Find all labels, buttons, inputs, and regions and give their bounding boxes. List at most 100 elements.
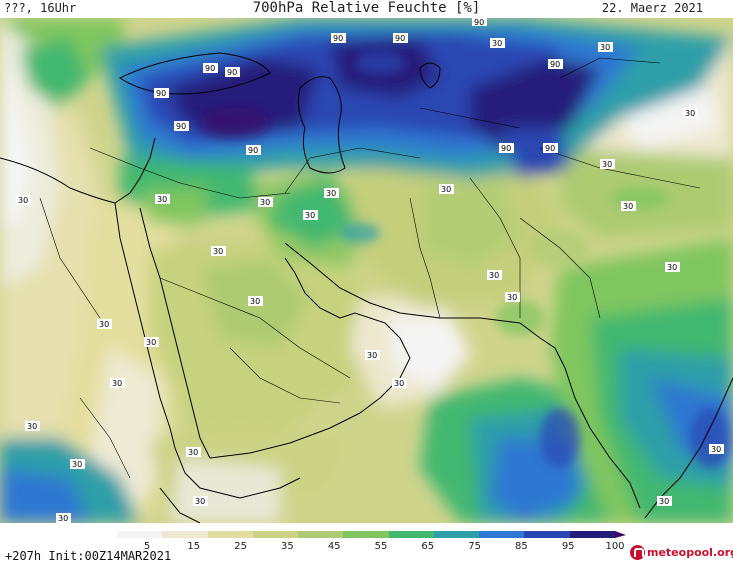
- contour-label: 90: [174, 121, 189, 131]
- contour-label: 30: [186, 447, 201, 457]
- contour-label: 30: [487, 270, 502, 280]
- legend-footer: 5 15 25 35 45 55 65 75 85 95 100 +207h Init:00Z14M…: [0, 523, 733, 566]
- contour-labels-90: 90 90 90 90 90 90 90 90 90 90 90: [154, 18, 563, 155]
- valid-date-label: 22. Maerz 2021: [601, 1, 703, 15]
- svg-text:30: 30: [213, 247, 223, 256]
- svg-text:30: 30: [188, 448, 198, 457]
- colorbar-segment: [117, 531, 163, 538]
- svg-text:30: 30: [157, 195, 167, 204]
- contour-label: 30: [683, 108, 698, 118]
- colorbar-tick-label: 85: [515, 541, 528, 552]
- contour-label: 90: [246, 145, 261, 155]
- colorbar-ticks: 5 15 25 35 45 55 65 75 85 95 100: [117, 541, 625, 553]
- colorbar-segment: [207, 531, 253, 538]
- colorbar-segment: [252, 531, 299, 538]
- contour-label: 30: [709, 444, 724, 454]
- svg-text:30: 30: [260, 198, 270, 207]
- contour-label: 90: [154, 88, 169, 98]
- colorbar-segment: [298, 531, 344, 538]
- colorbar-tick-label: 35: [281, 541, 294, 552]
- contour-label: 30: [490, 38, 505, 48]
- contour-label: 30: [211, 246, 226, 256]
- colorbar-tick-label: 95: [561, 541, 575, 552]
- contour-label: 30: [657, 496, 672, 506]
- svg-text:90: 90: [156, 89, 166, 98]
- svg-text:90: 90: [176, 122, 186, 131]
- colorbar-segment: [343, 531, 389, 538]
- colorbar-tick-label: 100: [605, 541, 625, 552]
- country-borders: [39, 57, 701, 479]
- svg-text:30: 30: [600, 43, 610, 52]
- svg-text:90: 90: [395, 34, 405, 43]
- contour-label: 30: [97, 319, 112, 329]
- contour-label: 30: [25, 421, 40, 431]
- colorbar-segment: [388, 531, 434, 538]
- svg-text:90: 90: [474, 18, 484, 27]
- colorbar-tick-label: 25: [234, 541, 247, 552]
- contour-label: 90: [225, 67, 240, 77]
- contour-label: 30: [598, 42, 613, 52]
- svg-text:30: 30: [146, 338, 156, 347]
- svg-text:30: 30: [18, 196, 28, 205]
- colorbar-tick-label: 5: [143, 541, 151, 552]
- svg-text:30: 30: [394, 379, 404, 388]
- svg-text:30: 30: [492, 39, 502, 48]
- contour-label: 30: [193, 496, 208, 506]
- svg-text:30: 30: [685, 109, 695, 118]
- svg-text:30: 30: [250, 297, 260, 306]
- svg-text:30: 30: [305, 211, 315, 220]
- svg-text:30: 30: [507, 293, 517, 302]
- colorbar-tick-label: 55: [374, 541, 388, 552]
- meteopool-logo-text: meteopool.org: [647, 546, 733, 559]
- contour-label: 30: [392, 378, 407, 388]
- colorbar-tick-label: 65: [421, 541, 435, 552]
- meteopool-logo-icon: [630, 545, 645, 560]
- humidity-map: 90 90 90 90 90 90 90 90 90 90 90 30 30 3…: [0, 18, 733, 523]
- contour-label: 30: [248, 296, 263, 306]
- svg-text:90: 90: [550, 60, 560, 69]
- svg-text:30: 30: [667, 263, 677, 272]
- svg-text:30: 30: [326, 189, 336, 198]
- map-canvas: 90 90 90 90 90 90 90 90 90 90 90 30 30 3…: [0, 18, 733, 523]
- svg-text:30: 30: [99, 320, 109, 329]
- contour-label: 30: [155, 194, 170, 204]
- contour-label: 30: [324, 188, 339, 198]
- chart-title: 700hPa Relative Feuchte [%]: [252, 0, 481, 16]
- svg-text:30: 30: [711, 445, 721, 454]
- contour-label: 90: [393, 33, 408, 43]
- svg-text:90: 90: [333, 34, 343, 43]
- svg-text:30: 30: [441, 185, 451, 194]
- colorbar-segment: [162, 531, 208, 538]
- svg-text:90: 90: [205, 64, 215, 73]
- contour-label: 30: [303, 210, 318, 220]
- colorbar: [117, 531, 615, 538]
- contour-label: 30: [439, 184, 454, 194]
- colorbar-segment: [479, 531, 525, 538]
- coastlines: [0, 52, 733, 523]
- colorbar-segment: [433, 531, 480, 538]
- svg-text:30: 30: [112, 379, 122, 388]
- colorbar-segment: [524, 531, 570, 538]
- svg-text:30: 30: [72, 460, 82, 469]
- contour-label: 30: [70, 459, 85, 469]
- contour-label: 30: [16, 195, 31, 205]
- svg-text:90: 90: [545, 144, 555, 153]
- contour-label: 90: [543, 143, 558, 153]
- colorbar-tick-label: 75: [468, 541, 481, 552]
- chart-header: ???, 16Uhr 700hPa Relative Feuchte [%] 2…: [0, 0, 733, 18]
- colorbar-max-arrow: [615, 531, 626, 538]
- contour-labels-30: 30 30 30 30 30 30 30 30 30 30 30 30 30 3…: [16, 38, 724, 523]
- svg-text:30: 30: [27, 422, 37, 431]
- contour-label: 90: [331, 33, 346, 43]
- contour-label: 90: [548, 59, 563, 69]
- colorbar-tick-label: 45: [327, 541, 341, 552]
- svg-text:90: 90: [501, 144, 511, 153]
- meteopool-logo[interactable]: meteopool.org: [630, 545, 733, 560]
- forecast-init-label: +207h Init:00Z14MAR2021: [5, 549, 172, 563]
- colorbar-tick-label: 15: [187, 541, 201, 552]
- svg-text:30: 30: [58, 514, 68, 523]
- colorbar-segment: [569, 531, 615, 538]
- contour-label: 30: [110, 378, 125, 388]
- svg-text:30: 30: [195, 497, 205, 506]
- contour-label: 90: [499, 143, 514, 153]
